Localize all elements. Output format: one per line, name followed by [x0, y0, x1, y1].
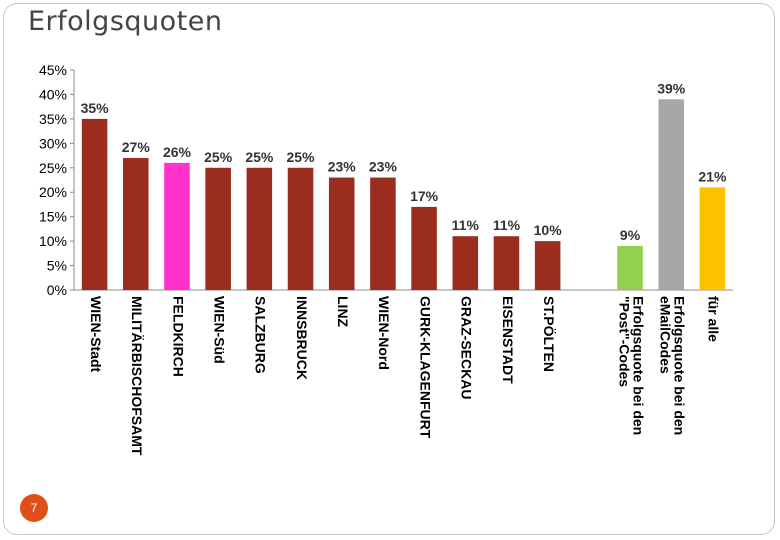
x-tick-label: Erfolgsquote bei den: [672, 296, 688, 435]
x-tick-label: eMailCodes: [658, 296, 674, 374]
data-label: 25%: [245, 149, 274, 165]
data-label: 9%: [620, 227, 641, 243]
data-label: 35%: [81, 100, 110, 116]
x-tick-label: "Post"-Codes: [616, 296, 632, 387]
bar: [287, 167, 314, 290]
x-tick-label: WIEN-Nord: [376, 296, 392, 370]
bar: [617, 246, 643, 290]
y-tick-label: 30%: [39, 135, 67, 151]
x-tick-label: LINZ: [335, 296, 351, 328]
bar: [411, 206, 437, 290]
data-label: 11%: [493, 217, 521, 233]
data-label: 39%: [657, 80, 686, 96]
x-tick-label: WIEN-Süd: [211, 296, 227, 364]
bar: [164, 162, 190, 290]
x-tick-label: für alle: [706, 296, 722, 342]
bar: [205, 167, 231, 290]
bar: [534, 241, 561, 290]
page-title: Erfolgsquoten: [28, 6, 223, 37]
bar: [246, 167, 273, 290]
x-tick-label: GURK-KLAGENFURT: [417, 296, 433, 439]
data-label: 26%: [163, 144, 192, 160]
slide-frame: [3, 3, 775, 535]
x-tick-label: EISENSTADT: [500, 296, 516, 384]
y-tick-label: 5%: [47, 258, 67, 274]
y-tick-label: 0%: [47, 282, 67, 298]
x-tick-label: WIEN-Stadt: [88, 296, 104, 373]
y-tick-label: 10%: [39, 233, 67, 249]
y-tick-label: 40%: [39, 86, 67, 102]
data-label: 21%: [698, 168, 727, 184]
data-label: 17%: [410, 188, 439, 204]
x-tick-label: GRAZ-SECKAU: [459, 296, 475, 399]
x-tick-label: INNSBRUCK: [294, 296, 310, 380]
y-tick-label: 45%: [39, 62, 67, 78]
x-tick-label: ST.PÖLTEN: [541, 296, 557, 372]
bar: [658, 99, 684, 290]
data-label: 23%: [328, 159, 357, 175]
y-tick-label: 20%: [39, 184, 67, 200]
x-tick-label: MILITÄRBISCHOFSAMT: [129, 296, 145, 456]
y-tick-label: 25%: [39, 160, 67, 176]
y-tick-label: 15%: [39, 209, 67, 225]
bar: [370, 177, 396, 290]
bar: [493, 236, 520, 290]
bar: [123, 158, 149, 290]
data-label: 25%: [287, 149, 316, 165]
data-label: 10%: [534, 222, 563, 238]
page-number-badge: 7: [20, 494, 48, 522]
bar: [699, 187, 726, 290]
x-tick-label: FELDKIRCH: [170, 296, 186, 377]
bar: [328, 177, 355, 290]
data-label: 23%: [369, 159, 398, 175]
data-label: 25%: [204, 149, 233, 165]
data-label: 11%: [452, 217, 480, 233]
y-tick-label: 35%: [39, 111, 67, 127]
x-tick-label: SALZBURG: [253, 296, 269, 374]
bar: [81, 118, 108, 290]
x-tick-label: Erfolgsquote bei den: [630, 296, 646, 435]
bar: [452, 236, 479, 290]
data-label: 27%: [122, 139, 151, 155]
